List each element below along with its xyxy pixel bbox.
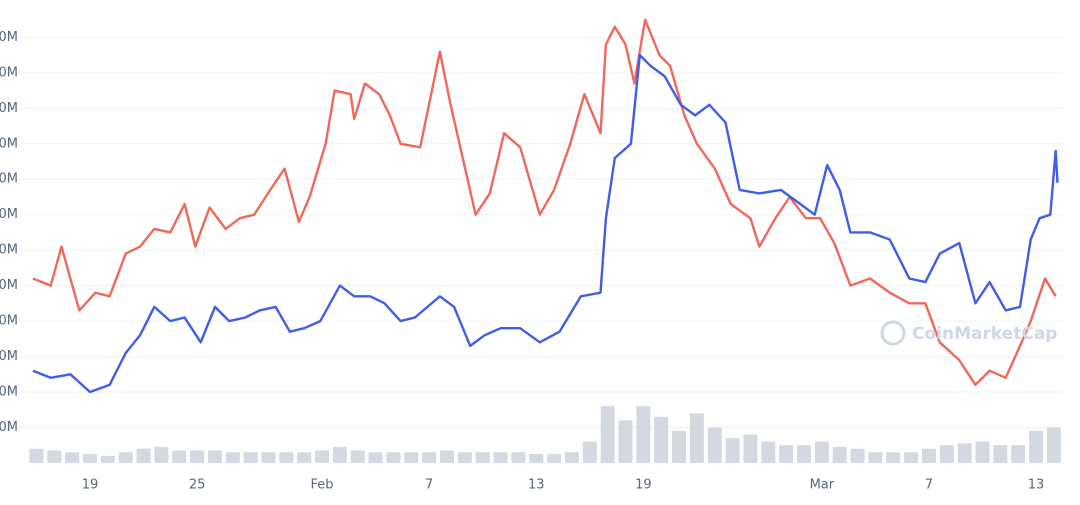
volume-bar [422,452,437,463]
volume-bar [618,420,633,463]
volume-bar [47,450,62,463]
line-series [32,53,1059,394]
x-tick-label: 13 [1028,478,1045,493]
volume-bar [868,452,883,463]
volume-bar [904,452,919,463]
volume-bar [547,454,562,463]
volume-bar [154,446,169,463]
volume-bar [1046,427,1061,463]
volume-bar [689,413,704,463]
y-tick-label: 0M [0,101,18,116]
volume-bar [939,445,954,463]
x-tick-label: 19 [635,478,652,493]
y-tick-label: 0M [0,65,18,80]
volume-bar [814,441,829,463]
volume-bar [261,452,276,463]
volume-bar [493,452,508,463]
volume-bar [350,450,365,463]
volume-bar [672,430,687,463]
volume-bar [440,450,455,463]
volume-bar [315,450,330,463]
x-tick-label: Feb [311,478,334,493]
volume-bar [761,441,776,463]
volume-bar [386,452,401,463]
volume-bar [1029,430,1044,463]
volume-bar [796,445,811,463]
volume-bar [118,452,133,463]
volume-bar [297,452,312,463]
volume-bar [529,454,544,463]
volume-bar [511,452,526,463]
volume-bar [136,448,151,463]
volume-bar [368,452,383,463]
watermark: CoinMarketCap [880,320,1057,346]
volume-bar [564,452,579,463]
volume-bar [779,445,794,463]
volume-bar [725,438,740,463]
y-tick-label: 0M [0,136,18,151]
volume-bar [743,434,758,463]
y-tick-label: 0M [0,384,18,399]
y-tick-label: 0M [0,420,18,435]
watermark-text: CoinMarketCap [912,324,1057,344]
volume-bar [975,441,990,463]
x-tick-label: 19 [82,478,99,493]
y-tick-label: 0M [0,207,18,222]
volume-bar [600,406,615,463]
volume-bar [582,441,597,463]
volume-bar [832,446,847,463]
volume-bar [636,406,651,463]
volume-bar [993,445,1008,463]
volume-bar [404,452,419,463]
volume-bar [207,450,222,463]
volume-bar [457,452,472,463]
volume-bar [190,450,205,463]
x-tick-label: 13 [528,478,545,493]
volume-bars [29,406,1061,463]
volume-bar [850,448,865,463]
y-tick-label: 0M [0,349,18,364]
y-tick-label: 0M [0,314,18,329]
watermark-logo [880,320,906,346]
volume-bar [100,455,115,463]
grid: 0M 0M 0M 0M 0M 0M 0M 0M 0M 0M 0M 0M [0,30,1062,435]
y-tick-label: 0M [0,172,18,187]
volume-bar [83,454,98,463]
volume-bar [243,452,258,463]
y-tick-label: 0M [0,278,18,293]
volume-bar [957,443,972,463]
volume-bar [225,452,240,463]
volume-bar [172,450,187,463]
volume-bar [707,427,722,463]
volume-bar [654,416,669,463]
volume-bar [1011,445,1026,463]
volume-bar [65,452,80,463]
x-tick-label: Mar [810,478,835,493]
volume-bar [921,448,936,463]
x-tick-label: 7 [425,478,433,493]
volume-bar [29,448,44,463]
x-tick-label: 25 [189,478,206,493]
volume-bar [279,452,294,463]
x-tick-label: 7 [925,478,933,493]
volume-bar [886,452,901,463]
volume-bar [332,446,347,463]
y-tick-label: 0M [0,30,18,45]
line-series [32,18,1057,387]
y-tick-label: 0M [0,243,18,258]
volume-bar [475,452,490,463]
